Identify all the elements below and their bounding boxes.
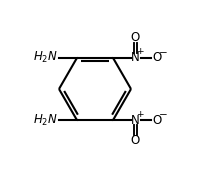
Text: O: O bbox=[152, 114, 162, 127]
Text: O: O bbox=[130, 134, 140, 147]
Text: −: − bbox=[159, 48, 167, 58]
Text: N: N bbox=[131, 51, 139, 64]
Text: $H_2N$: $H_2N$ bbox=[33, 113, 58, 128]
Text: $H_2N$: $H_2N$ bbox=[33, 50, 58, 65]
Text: −: − bbox=[159, 110, 167, 120]
Text: N: N bbox=[131, 114, 139, 127]
Text: O: O bbox=[152, 51, 162, 64]
Text: +: + bbox=[136, 110, 144, 119]
Text: +: + bbox=[136, 47, 144, 56]
Text: O: O bbox=[130, 31, 140, 44]
